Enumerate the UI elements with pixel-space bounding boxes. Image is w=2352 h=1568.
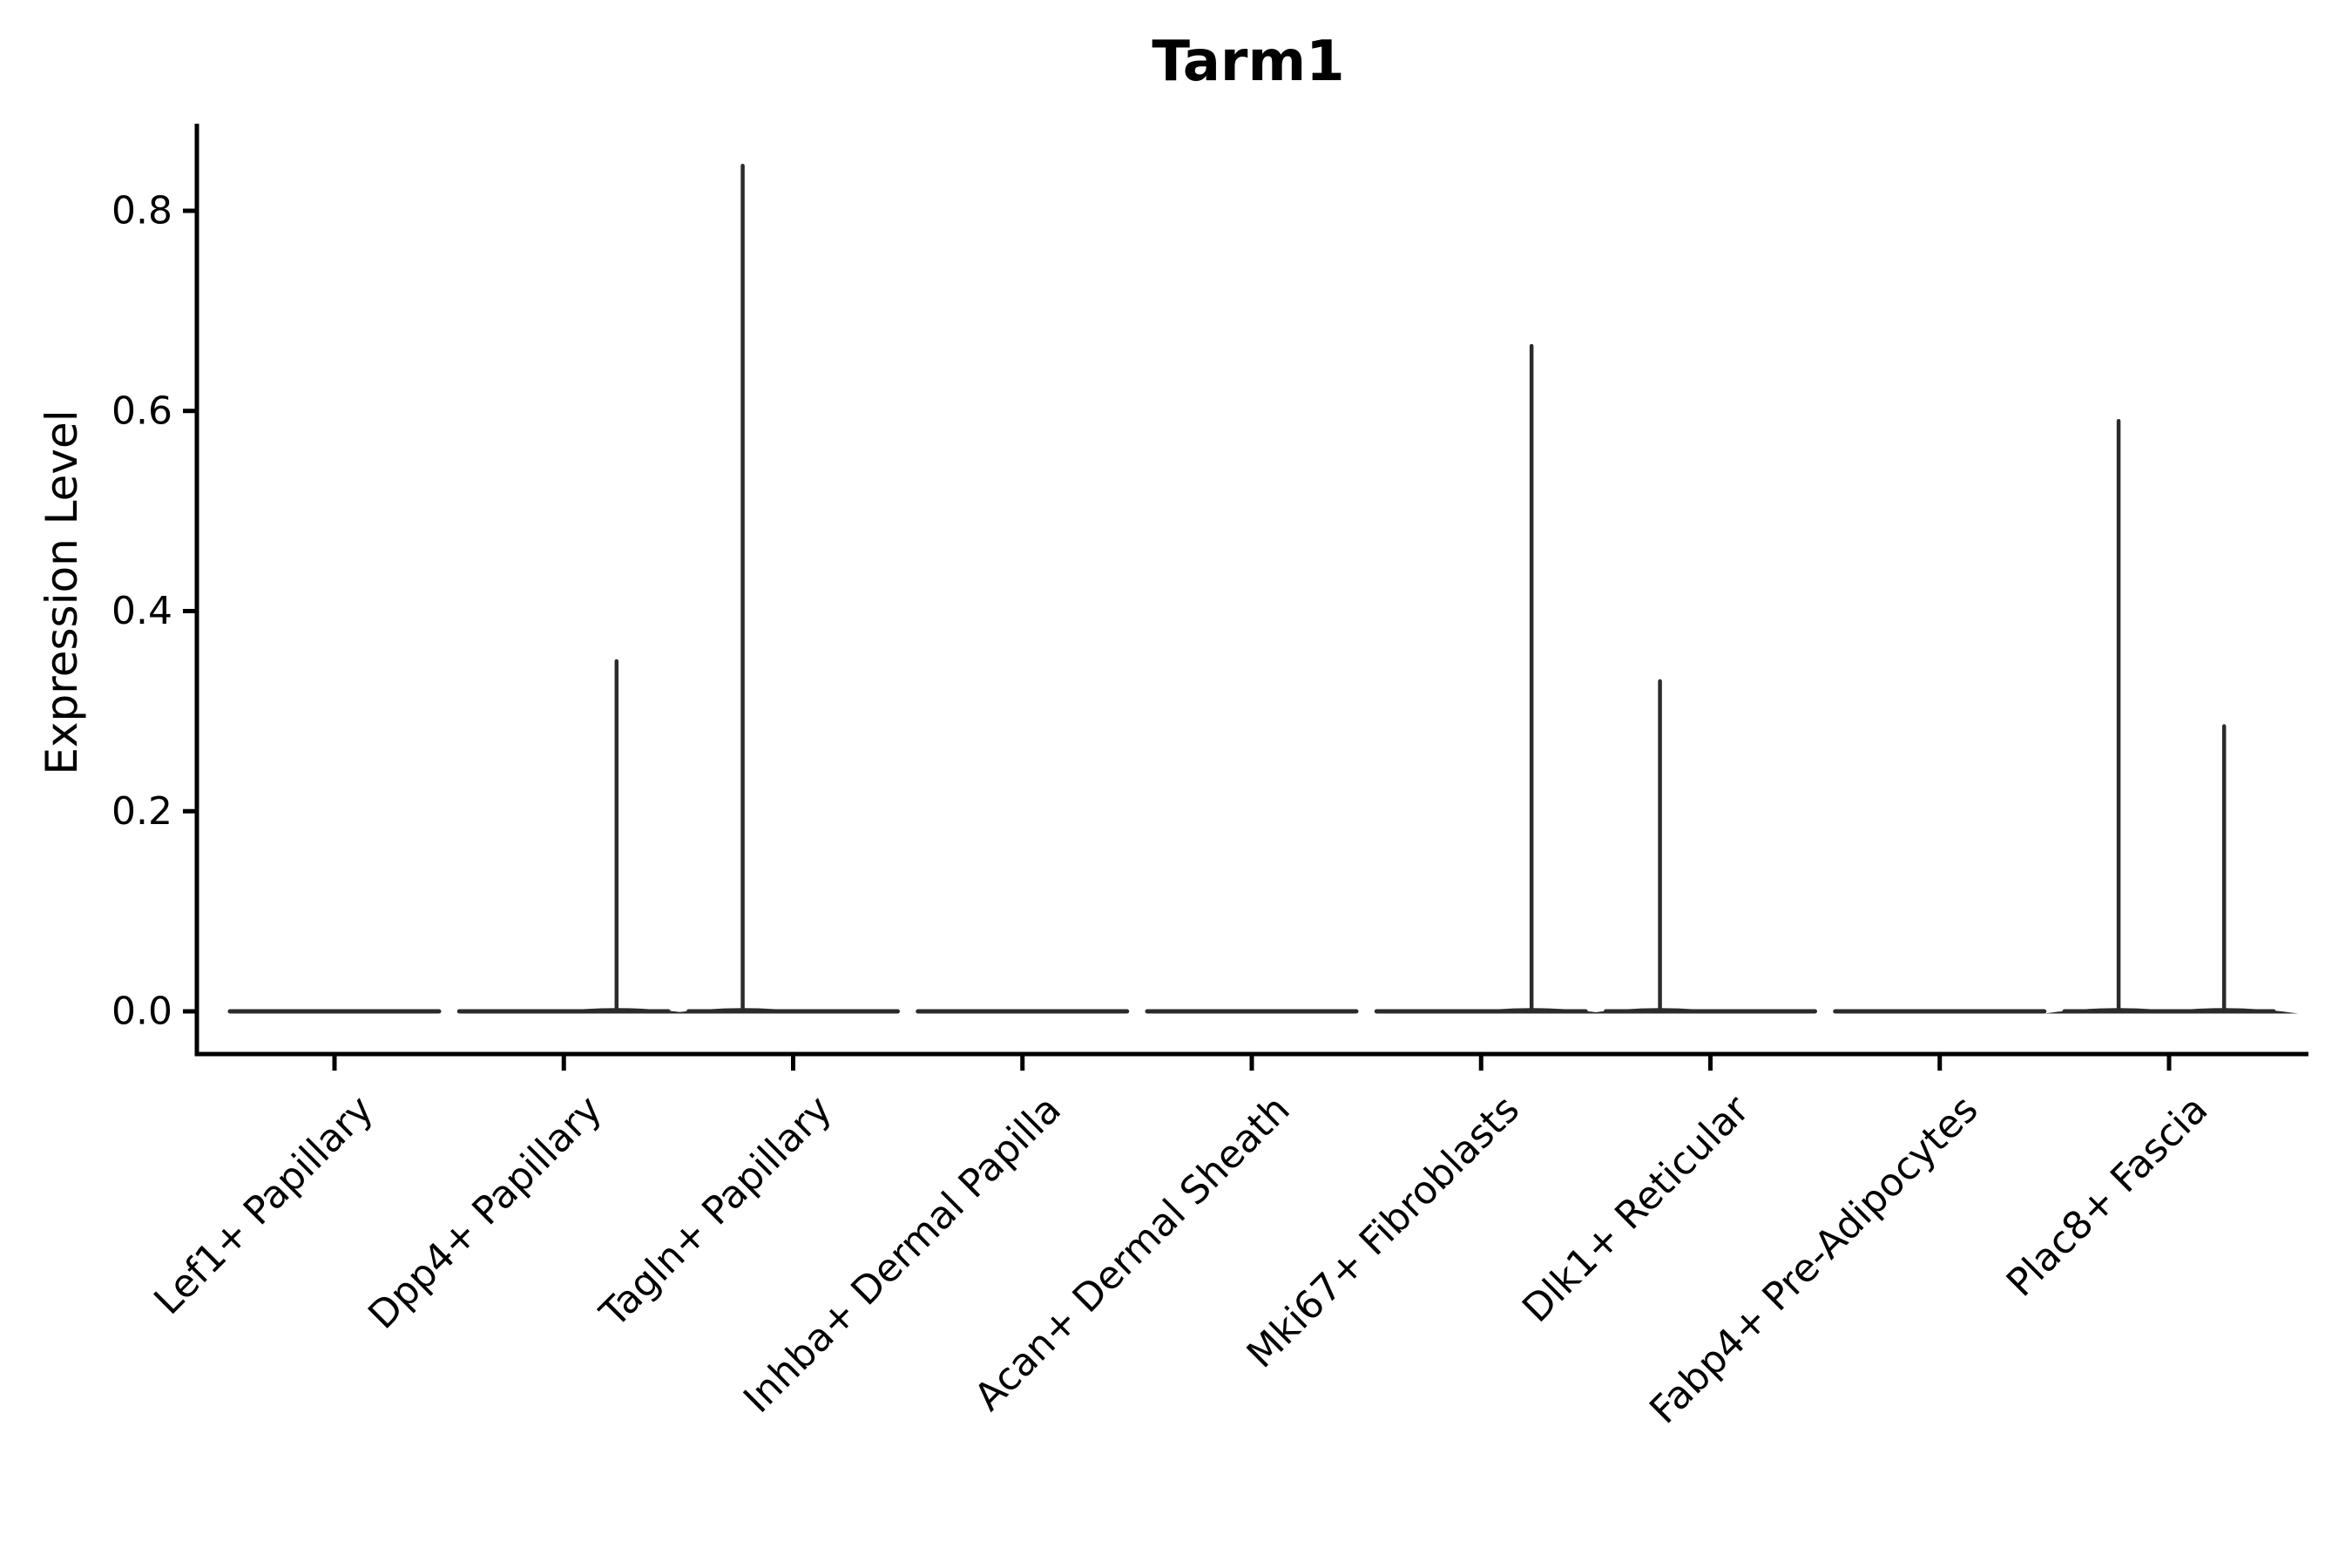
y-tick-label: 0.6	[112, 389, 172, 433]
y-tick-label: 0.8	[112, 189, 172, 233]
y-tick-label: 0.4	[112, 589, 172, 633]
y-tick-label: 0.2	[112, 789, 172, 834]
y-axis-label: Expression Level	[37, 409, 87, 775]
y-tick-label: 0.0	[112, 990, 172, 1034]
chart-title: Tarm1	[1152, 30, 1345, 94]
